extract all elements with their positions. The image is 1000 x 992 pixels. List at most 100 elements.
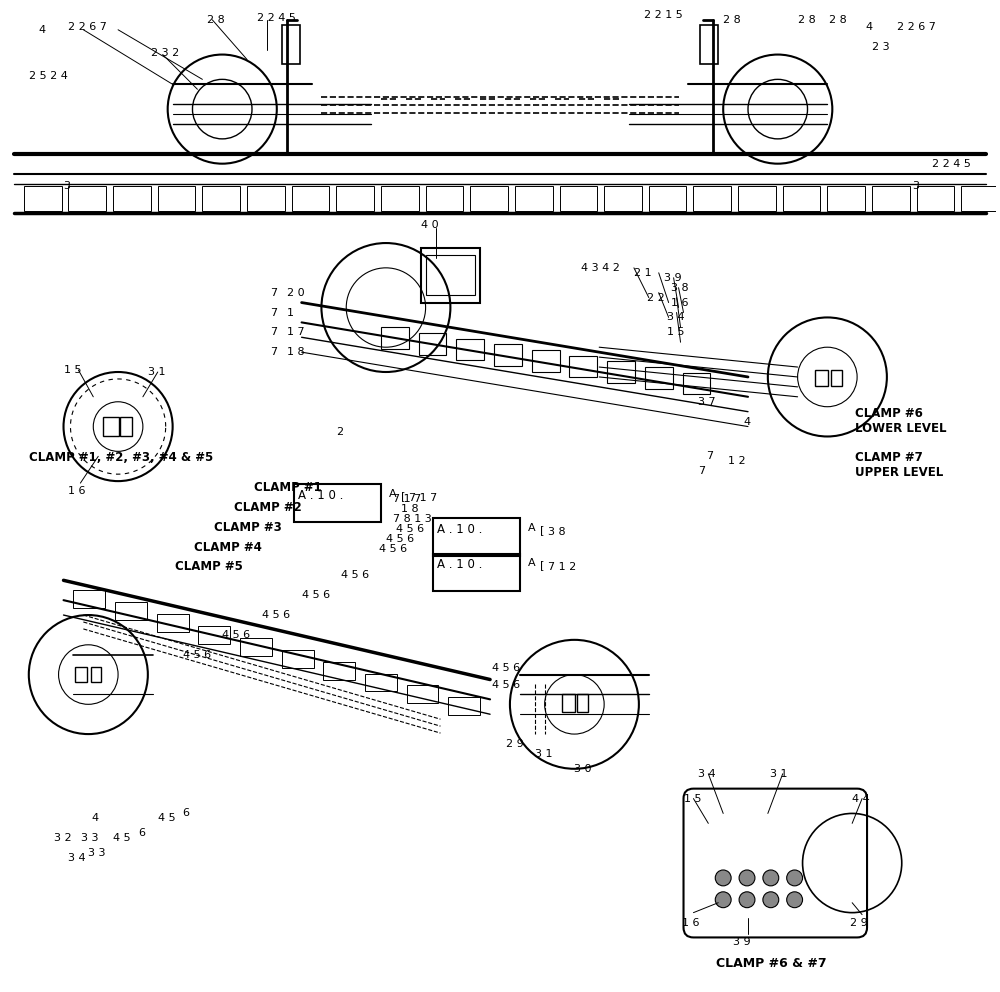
Text: 4: 4	[865, 22, 872, 32]
Bar	[336, 186, 374, 211]
Text: 3 7: 3 7	[698, 397, 716, 407]
Bar	[456, 338, 484, 360]
Text: 3 9: 3 9	[733, 937, 751, 947]
Bar	[323, 662, 355, 680]
Circle shape	[763, 870, 779, 886]
Bar	[515, 186, 553, 211]
Text: 3 4: 3 4	[698, 769, 716, 779]
Text: 1 5: 1 5	[684, 794, 701, 804]
FancyBboxPatch shape	[684, 789, 867, 937]
Bar	[407, 685, 438, 703]
Text: 2 5 2 4: 2 5 2 4	[29, 71, 68, 81]
Bar	[649, 186, 686, 211]
Text: CLAMP #6 & #7: CLAMP #6 & #7	[716, 957, 827, 970]
Bar	[532, 350, 560, 372]
Text: 4 5 6: 4 5 6	[262, 610, 290, 620]
Bar	[292, 186, 329, 211]
Text: 3 4: 3 4	[68, 853, 86, 863]
Bar	[365, 674, 397, 691]
Text: 2 3 2: 2 3 2	[151, 48, 179, 58]
Bar	[426, 255, 475, 295]
Text: A . 1 0 .: A . 1 0 .	[298, 489, 343, 502]
Text: 7: 7	[270, 347, 277, 357]
Text: 3: 3	[913, 181, 920, 190]
Text: 4 3 4 2: 4 3 4 2	[581, 263, 620, 273]
Circle shape	[739, 870, 755, 886]
Circle shape	[739, 892, 755, 908]
Text: 2 2 6 7: 2 2 6 7	[68, 22, 107, 32]
Text: 4: 4	[743, 417, 750, 427]
Text: 4 5 6: 4 5 6	[396, 524, 424, 534]
Text: CLAMP #3: CLAMP #3	[214, 521, 282, 534]
Bar	[494, 344, 522, 366]
Text: 7 1 2: 7 1 2	[548, 562, 576, 572]
Text: 4 5 6: 4 5 6	[379, 544, 407, 554]
Bar	[73, 590, 105, 608]
Text: 2 2: 2 2	[647, 293, 665, 303]
Text: 4 5: 4 5	[158, 813, 175, 823]
Bar	[577, 694, 588, 712]
Bar	[827, 186, 865, 211]
Text: 4: 4	[91, 813, 98, 823]
Text: 3 3: 3 3	[88, 848, 106, 858]
Text: CLAMP #7: CLAMP #7	[855, 451, 923, 464]
Bar	[562, 694, 575, 712]
Bar	[294, 484, 381, 522]
Bar	[381, 186, 419, 211]
Text: 6: 6	[183, 808, 190, 818]
Text: 2 1: 2 1	[634, 268, 652, 278]
Text: 4 5 6: 4 5 6	[302, 590, 330, 600]
Text: 7: 7	[270, 288, 277, 298]
Bar	[815, 370, 828, 386]
Text: 3 8: 3 8	[548, 527, 565, 537]
Circle shape	[763, 892, 779, 908]
Text: 7: 7	[270, 327, 277, 337]
Bar	[419, 333, 446, 355]
Bar	[569, 355, 597, 378]
Text: 2 2 4 5: 2 2 4 5	[932, 159, 970, 169]
Bar	[433, 554, 520, 591]
Bar	[683, 373, 710, 395]
Bar	[693, 186, 731, 211]
Text: 2 8: 2 8	[798, 15, 815, 25]
Text: A: A	[528, 523, 535, 533]
Text: [: [	[540, 525, 544, 535]
Text: 3 0: 3 0	[574, 764, 592, 774]
Text: 2 8: 2 8	[829, 15, 847, 25]
Text: 3 1: 3 1	[535, 749, 552, 759]
Text: 3 3: 3 3	[81, 833, 99, 843]
Bar	[240, 638, 272, 656]
Bar	[448, 697, 480, 715]
Text: [: [	[540, 560, 544, 570]
Bar	[113, 186, 151, 211]
Bar	[198, 626, 230, 644]
Text: 3 4: 3 4	[667, 312, 684, 322]
Text: 4 5 6: 4 5 6	[222, 630, 250, 640]
Text: 3 8: 3 8	[671, 283, 688, 293]
Text: 4 5 6: 4 5 6	[386, 534, 414, 544]
Text: 3 1: 3 1	[770, 769, 787, 779]
Circle shape	[715, 892, 731, 908]
Circle shape	[787, 870, 803, 886]
Text: 1 6: 1 6	[682, 918, 699, 928]
Text: LOWER LEVEL: LOWER LEVEL	[855, 422, 947, 434]
Text: 4 5 6: 4 5 6	[183, 650, 211, 660]
Bar	[738, 186, 776, 211]
Text: 3: 3	[64, 181, 71, 190]
Text: 2 2 1 5: 2 2 1 5	[644, 10, 683, 20]
Bar	[75, 667, 87, 682]
Bar	[381, 327, 409, 349]
Text: 1 8: 1 8	[287, 347, 304, 357]
Bar	[120, 417, 132, 436]
Text: A . 1 0 .: A . 1 0 .	[437, 558, 482, 571]
Bar	[282, 25, 300, 64]
Text: 3 2: 3 2	[54, 833, 71, 843]
Bar	[470, 186, 508, 211]
Bar	[202, 186, 240, 211]
Bar	[607, 361, 635, 383]
Text: 2: 2	[336, 427, 343, 436]
Text: CLAMP #5: CLAMP #5	[175, 560, 242, 573]
Bar	[158, 186, 195, 211]
Bar	[421, 248, 480, 303]
Text: 2 9: 2 9	[506, 739, 524, 749]
